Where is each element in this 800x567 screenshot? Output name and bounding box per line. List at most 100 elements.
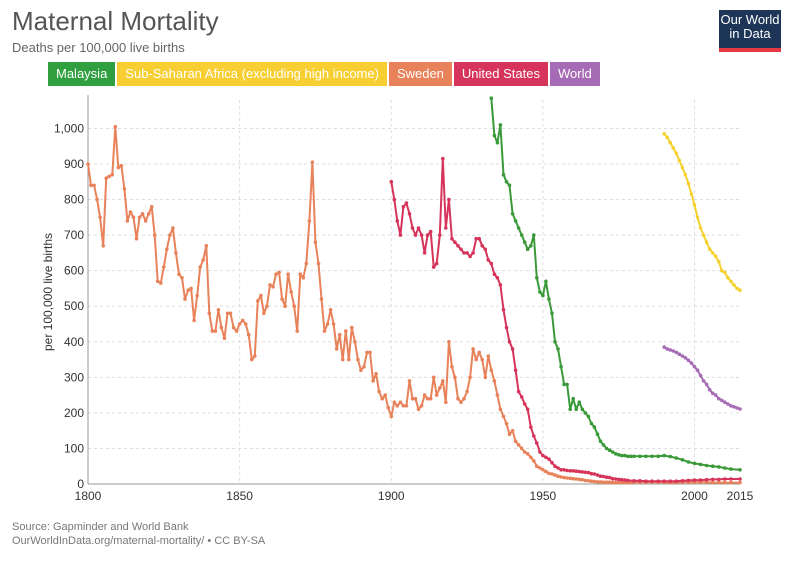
owid-logo[interactable]: Our World in Data <box>719 10 781 52</box>
data-point-united-states <box>610 476 615 481</box>
data-point-sweden <box>525 452 530 456</box>
data-point-sweden <box>286 272 290 277</box>
data-point-malaysia <box>532 233 536 237</box>
data-point-malaysia <box>586 414 591 419</box>
data-point-sweden <box>319 297 324 301</box>
data-point-malaysia <box>656 454 660 459</box>
y-tick-label: 0 <box>77 477 84 491</box>
data-point-united-states <box>568 469 572 473</box>
data-point-malaysia <box>650 454 654 459</box>
data-point-sweden <box>383 393 388 397</box>
data-point-sweden <box>374 372 378 376</box>
data-point-united-states <box>456 244 460 248</box>
data-point-united-states <box>598 474 603 479</box>
data-point-sweden <box>565 476 569 480</box>
data-point-world <box>698 373 703 378</box>
data-point-sub-saharan-africa-excluding-high-income <box>732 283 736 287</box>
data-point-sub-saharan-africa-excluding-high-income <box>723 270 727 275</box>
data-point-world <box>735 406 739 410</box>
data-point-united-states <box>529 425 533 429</box>
legend-item-world[interactable]: World <box>549 62 600 86</box>
x-tick-label: 1850 <box>226 489 253 503</box>
data-point-sweden <box>398 400 403 405</box>
data-point-sub-saharan-africa-excluding-high-income <box>671 146 676 150</box>
data-point-united-states <box>556 466 560 470</box>
data-point-malaysia <box>504 180 509 184</box>
data-point-sweden <box>265 304 269 309</box>
data-point-sub-saharan-africa-excluding-high-income <box>707 247 712 252</box>
data-point-sweden <box>407 379 412 383</box>
data-point-malaysia <box>668 454 673 459</box>
data-point-world <box>732 405 736 409</box>
data-point-sweden <box>347 357 351 362</box>
data-point-united-states <box>717 477 721 482</box>
data-point-sweden <box>601 480 606 485</box>
data-point-sweden <box>441 379 445 383</box>
data-point-sweden <box>316 261 321 266</box>
data-point-sweden <box>717 480 721 485</box>
data-point-malaysia <box>680 458 685 462</box>
legend: Malaysia Sub-Saharan Africa (excluding h… <box>48 62 600 86</box>
data-point-united-states <box>434 261 439 266</box>
data-point-sweden <box>280 297 284 301</box>
data-point-malaysia <box>553 340 557 344</box>
data-point-sweden <box>589 479 594 484</box>
data-point-united-states <box>544 455 548 460</box>
data-point-united-states <box>471 251 475 255</box>
data-point-malaysia <box>592 425 597 429</box>
data-point-united-states <box>416 226 421 230</box>
data-point-sweden <box>447 340 451 344</box>
data-point-united-states <box>562 468 566 472</box>
data-point-united-states <box>623 478 627 482</box>
data-point-malaysia <box>525 247 530 252</box>
data-point-united-states <box>438 233 442 237</box>
data-point-malaysia <box>544 279 548 284</box>
data-point-sweden <box>359 368 363 373</box>
data-point-sweden <box>337 332 342 337</box>
data-point-malaysia <box>522 240 527 244</box>
legend-item-sweden[interactable]: Sweden <box>388 62 452 86</box>
source-link[interactable]: OurWorldInData.org/maternal-mortality/ •… <box>12 535 266 547</box>
data-point-united-states <box>410 226 415 230</box>
data-point-malaysia <box>729 467 733 471</box>
data-point-sweden <box>198 265 202 269</box>
data-point-sub-saharan-africa-excluding-high-income <box>674 151 679 156</box>
data-point-sweden <box>465 389 469 394</box>
data-point-sweden <box>325 322 330 326</box>
legend-item-united-states[interactable]: United States <box>453 62 548 86</box>
y-axis-title: per 100,000 live births <box>41 233 55 351</box>
data-point-sweden <box>480 357 485 362</box>
data-point-malaysia <box>595 432 600 437</box>
data-point-sweden <box>183 297 187 301</box>
data-point-world <box>683 356 688 360</box>
data-point-sweden <box>453 375 457 380</box>
legend-item-malaysia[interactable]: Malaysia <box>48 62 116 86</box>
data-point-sweden <box>598 480 603 484</box>
data-point-united-states <box>729 477 733 481</box>
legend-item-sub-saharan-africa[interactable]: Sub-Saharan Africa (excluding high incom… <box>117 62 387 86</box>
data-point-sweden <box>629 480 633 485</box>
data-point-malaysia <box>568 407 572 412</box>
data-point-united-states <box>492 272 497 277</box>
data-point-sweden <box>580 477 585 482</box>
data-point-sweden <box>95 197 99 202</box>
y-tick-label: 500 <box>64 299 84 313</box>
data-point-sweden <box>86 162 90 166</box>
data-point-sweden <box>507 432 512 437</box>
data-point-world <box>668 348 673 352</box>
data-point-united-states <box>498 283 503 287</box>
data-point-sub-saharan-africa-excluding-high-income <box>720 268 724 273</box>
data-point-sub-saharan-africa-excluding-high-income <box>729 279 733 284</box>
data-point-malaysia <box>738 468 742 472</box>
data-point-sweden <box>389 414 394 419</box>
data-point-world <box>680 354 685 358</box>
data-point-malaysia <box>556 347 560 351</box>
data-point-sweden <box>592 479 597 484</box>
data-point-sweden <box>404 404 409 408</box>
data-point-malaysia <box>644 454 648 459</box>
series-line-world <box>663 346 741 410</box>
data-point-sweden <box>607 480 612 485</box>
data-point-sweden <box>444 400 448 405</box>
data-point-sweden <box>365 350 369 355</box>
